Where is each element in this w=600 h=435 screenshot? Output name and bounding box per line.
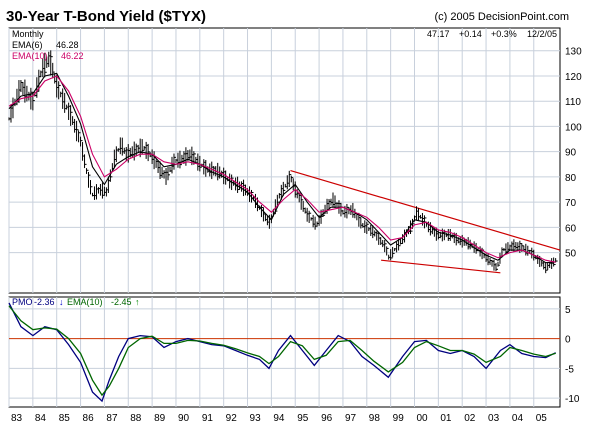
x-tick-label: 86 (83, 413, 95, 424)
quote-change: +0.14 (459, 29, 482, 39)
pmo-y-axis: 5 0 -5 -10 (565, 305, 580, 405)
ema-line (8, 75, 556, 263)
pmo-legend-label: PMO (12, 297, 33, 307)
quote-percent: +0.3% (491, 29, 517, 39)
x-tick-label: 01 (440, 413, 452, 424)
x-tick-label: 90 (178, 413, 190, 424)
x-tick-label: 04 (512, 413, 524, 424)
x-tick-label: 85 (59, 413, 71, 424)
x-tick-label: 91 (202, 413, 214, 424)
trendline (290, 170, 561, 251)
pmo-y-tick-label: 0 (565, 335, 571, 346)
x-tick-label: 96 (321, 413, 333, 424)
pmo-ema10-legend-value: -2.45 (111, 297, 132, 307)
copyright-notice: (c) 2005 DecisionPoint.com (434, 11, 569, 23)
price-y-tick-label: 130 (565, 47, 582, 58)
ema6-legend-value: 46.28 (56, 40, 79, 50)
price-grid (8, 28, 560, 293)
price-y-tick-label: 60 (565, 223, 577, 234)
pmo-y-tick-label: 5 (565, 305, 571, 316)
ema6-legend-label: EMA(6) (12, 40, 43, 50)
ema10-legend-value: 46.22 (61, 51, 84, 61)
ema-line (8, 72, 556, 264)
x-tick-label: 93 (250, 413, 262, 424)
price-y-tick-label: 120 (565, 72, 582, 83)
trendlines (290, 170, 561, 274)
x-tick-label: 05 (536, 413, 548, 424)
ema10-legend-label: EMA(10) (12, 51, 48, 61)
price-y-axis: 50 60 70 80 90 100 110 120 130 (565, 47, 582, 260)
price-y-tick-label: 80 (565, 173, 577, 184)
period-label: Monthly (12, 29, 44, 39)
pmo-legend-value: -2.36 (34, 297, 55, 307)
pmo-ema10-up-arrow-icon: ↑ (135, 297, 140, 307)
pmo-ema10-legend-label: EMA(10) (67, 297, 103, 307)
x-tick-label: 99 (393, 413, 405, 424)
quote-last: 47.17 (427, 29, 450, 39)
price-emas (8, 72, 556, 264)
pmo-down-arrow-icon: ↓ (59, 297, 64, 307)
price-y-tick-label: 50 (565, 249, 577, 260)
x-tick-label: 95 (297, 413, 309, 424)
pmo-grid (8, 297, 560, 407)
x-tick-label: 84 (35, 413, 47, 424)
x-tick-label: 89 (154, 413, 166, 424)
x-tick-label: 87 (106, 413, 118, 424)
pmo-line (8, 305, 556, 397)
quote-date: 12/2/05 (527, 29, 557, 39)
x-axis: 83 84 85 86 87 88 89 90 91 92 93 94 95 96 97 98 99 00 01 02… (11, 413, 547, 424)
pmo-lines (8, 302, 556, 403)
price-y-tick-label: 100 (565, 122, 582, 133)
pmo-y-tick-label: -10 (565, 394, 580, 405)
chart-title: 30-Year T-Bond Yield ($TYX) (6, 8, 207, 25)
x-tick-label: 98 (369, 413, 381, 424)
trendline (381, 259, 501, 274)
x-tick-label: 03 (488, 413, 500, 424)
x-tick-label: 97 (345, 413, 357, 424)
pmo-y-tick-label: -5 (565, 364, 574, 375)
x-tick-label: 88 (130, 413, 142, 424)
x-tick-label: 94 (273, 413, 285, 424)
x-tick-label: 83 (11, 413, 23, 424)
price-y-tick-label: 110 (565, 97, 581, 108)
x-tick-label: 02 (464, 413, 476, 424)
price-panel-frame (8, 27, 561, 294)
x-tick-label: 92 (226, 413, 238, 424)
price-y-tick-label: 70 (565, 198, 577, 209)
x-tick-label: 00 (416, 413, 428, 424)
price-y-tick-label: 90 (565, 148, 577, 159)
